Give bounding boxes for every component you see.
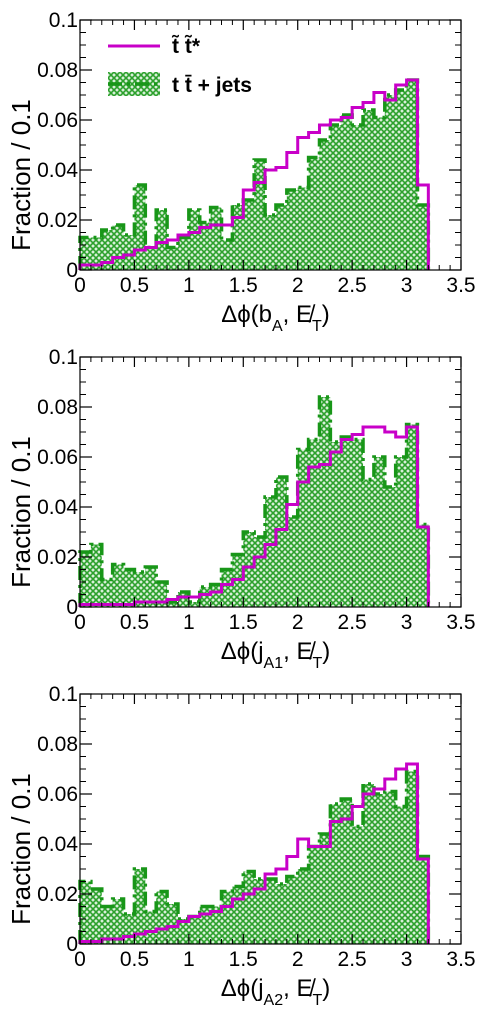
chart-panel-3: 0 0.5 1 1.5 2 2.5 3 3.5 0 0.02 0.04 0.06 0.08 0.1 Frac… [6,683,476,1009]
x-tick-label: 2 [292,274,304,297]
y-tick-label: 0.02 [37,883,78,906]
background-outline-line [78,78,431,270]
x-axis-label: Δϕ(jA1, E̸T) [221,638,331,672]
signal-line [78,425,430,607]
legend: t̃ t̃* t t̄ + jets [108,35,252,97]
y-tick-label: 0.1 [49,346,78,369]
x-tick-label: 2.5 [338,611,367,634]
x-tick-label: 1.5 [229,611,258,634]
x-tick-label: 0 [74,948,86,971]
x-tick-label: 0 [74,611,86,634]
chart-panel-1: 0 0.5 1 1.5 2 2.5 3 3.5 0 0.02 0.04 0.06 0.08 0.1 Frac… [6,9,476,335]
y-tick-label: 0.08 [37,396,78,419]
y-tick-label: 0.06 [37,783,78,806]
legend-background-label: t t̄ + jets [172,74,252,97]
x-tick-label: 0.5 [120,274,149,297]
x-tick-label: 0 [74,274,86,297]
x-tick-label: 0.5 [120,948,149,971]
x-tick-label: 3.5 [446,948,475,971]
x-tick-label: 2.5 [338,274,367,297]
x-tick-label: 1 [183,611,195,634]
x-tick-label: 3 [401,948,413,971]
y-tick-label: 0.06 [37,109,78,132]
x-tick-label: 3 [401,274,413,297]
x-tick-label: 2 [292,948,304,971]
y-tick-label: 0.04 [37,159,78,182]
signal-line [78,762,430,944]
x-tick-label: 1 [183,274,195,297]
background-fill-area [80,771,429,944]
x-tick-label: 1 [183,948,195,971]
y-tick-label: 0.04 [37,833,78,856]
chart-panel-2: 0 0.5 1 1.5 2 2.5 3 3.5 0 0.02 0.04 0.06 0.08 0.1 Frac… [6,346,476,672]
y-tick-label: 0.02 [37,546,78,569]
x-tick-label: 2 [292,611,304,634]
y-tick-label: 0.1 [49,9,78,32]
x-tick-label: 3 [401,611,413,634]
background-outline-line [78,395,431,607]
y-tick-label: 0 [66,596,78,619]
y-tick-label: 0.1 [49,683,78,706]
y-axis-label: Fraction / 0.1 [6,436,36,588]
legend-signal-label: t̃ t̃* [171,35,200,58]
x-tick-label: 1.5 [229,274,258,297]
y-tick-label: 0.08 [37,733,78,756]
y-tick-label: 0.08 [37,59,78,82]
y-tick-label: 0 [66,933,78,956]
y-tick-label: 0.06 [37,446,78,469]
x-tick-label: 3.5 [446,274,475,297]
y-tick-label: 0 [66,259,78,282]
y-tick-label: 0.02 [37,209,78,232]
signal-line [78,78,430,270]
x-tick-label: 3.5 [446,611,475,634]
y-tick-label: 0.04 [37,496,78,519]
x-tick-label: 1.5 [229,948,258,971]
y-axis-label: Fraction / 0.1 [6,773,36,925]
x-axis-label: Δϕ(jA2, E̸T) [221,975,331,1009]
x-tick-label: 0.5 [120,611,149,634]
y-axis-label: Fraction / 0.1 [6,99,36,251]
x-tick-label: 2.5 [338,948,367,971]
x-axis-label: Δϕ(bA, E̸T) [221,301,330,335]
